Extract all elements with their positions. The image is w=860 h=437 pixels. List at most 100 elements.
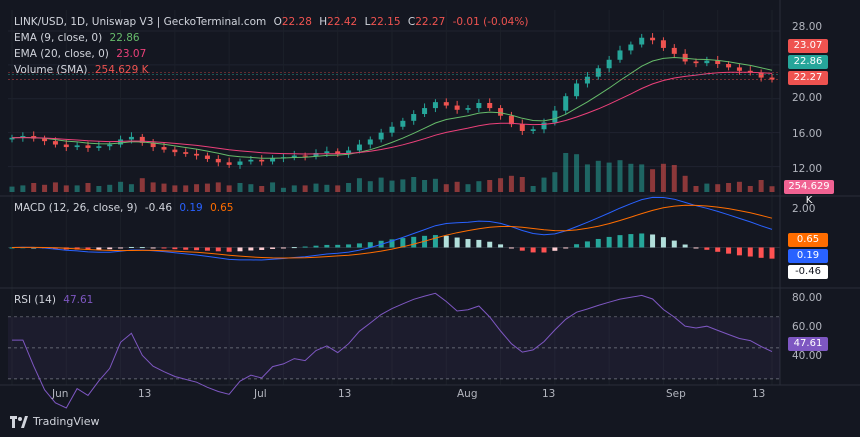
ohlc-open: O22.28 — [273, 16, 312, 28]
price-tick-label: 20.00 — [792, 92, 822, 104]
macd-histogram-bar — [335, 244, 341, 248]
volume-bar — [389, 180, 395, 192]
volume-bar — [769, 186, 775, 192]
volume-bar — [85, 183, 91, 192]
candle-body — [356, 144, 362, 151]
candle-body — [671, 47, 677, 54]
price-tick-label: 12.00 — [792, 163, 822, 175]
candle-body — [52, 141, 58, 145]
candle-body — [584, 76, 590, 84]
macd-histogram-bar — [161, 247, 167, 249]
volume-bar — [139, 178, 145, 192]
macd-signal-value: 0.65 — [210, 202, 234, 214]
candle-body — [628, 44, 634, 51]
macd-histogram-bar — [530, 247, 536, 253]
macd-pane[interactable] — [8, 196, 780, 261]
candle-body — [498, 108, 504, 116]
candle-body — [161, 147, 167, 150]
candle-body — [660, 40, 666, 48]
candle-body — [541, 122, 547, 130]
macd-histogram-bar — [194, 247, 200, 251]
macd-histogram-bar — [552, 247, 558, 251]
macd-histogram-bar — [726, 247, 732, 254]
candlesticks[interactable] — [9, 33, 775, 169]
volume-bar — [302, 185, 308, 192]
ema9-value: 22.86 — [109, 32, 140, 44]
volume-bar — [313, 183, 319, 192]
candle-body — [758, 72, 764, 78]
rsi-pane[interactable] — [8, 292, 780, 409]
ema9-legend[interactable]: EMA (9, close, 0) 22.86 — [14, 32, 144, 45]
macd-histogram-bar — [9, 247, 15, 249]
macd-histogram-bar — [313, 245, 319, 248]
ema20-legend[interactable]: EMA (20, close, 0) 23.07 — [14, 48, 150, 61]
x-tick-label: 13 — [338, 388, 351, 400]
macd-histogram-bar — [617, 235, 623, 248]
brand-name: TradingView — [33, 415, 100, 428]
volume-bar — [226, 185, 232, 192]
rsi-legend[interactable]: RSI (14) 47.61 — [14, 294, 97, 307]
volume-bar — [128, 184, 134, 192]
macd-histogram-bar — [519, 247, 525, 251]
volume-bar — [671, 165, 677, 192]
macd-histogram-bar — [226, 247, 232, 252]
macd-histogram-bar — [650, 234, 656, 248]
macd-hist-value: -0.46 — [144, 202, 172, 214]
volume-bar — [356, 178, 362, 192]
macd-histogram-bar — [639, 233, 645, 248]
volume-bar — [617, 160, 623, 192]
macd-histogram-bar — [595, 238, 601, 248]
candle-body — [736, 67, 742, 71]
axes: 28.00 20.00 16.00 12.00 2.00 80.00 60.00… — [51, 21, 822, 400]
volume-bar — [682, 175, 688, 192]
price-tick-label: 16.00 — [792, 128, 822, 140]
macd-histogram-bar — [291, 247, 297, 249]
volume-bar — [291, 185, 297, 192]
x-tick-label: 13 — [542, 388, 555, 400]
volume-bar — [248, 184, 254, 192]
candle-body — [443, 102, 449, 106]
candle-body — [215, 158, 221, 163]
x-tick-label: Aug — [457, 388, 478, 400]
x-tick-label: Jul — [253, 388, 267, 400]
candle-body — [465, 108, 471, 110]
macd-legend[interactable]: MACD (12, 26, close, 9) -0.46 0.19 0.65 — [14, 202, 237, 215]
volume-bar — [150, 182, 156, 192]
candle-body — [574, 83, 580, 97]
candle-body — [204, 155, 210, 159]
tradingview-brand[interactable]: TradingView — [10, 415, 99, 428]
macd-histogram-bar — [563, 247, 569, 249]
volume-bar — [237, 183, 243, 192]
ema20-price-badge: 23.07 — [788, 39, 828, 53]
ema9-label: EMA (9, close, 0) — [14, 32, 103, 44]
macd-histogram-bar — [715, 247, 721, 252]
macd-histogram-bar — [660, 237, 666, 248]
macd-histogram-bar — [204, 247, 210, 251]
candle-body — [519, 124, 525, 131]
candle-body — [476, 103, 482, 109]
candle-body — [9, 137, 15, 140]
price-change: -0.01 (-0.04%) — [452, 16, 529, 28]
rsi-badge: 47.61 — [788, 337, 828, 351]
candle-body — [389, 126, 395, 133]
macd-signal-badge: 0.65 — [788, 233, 828, 247]
macd-hist-badge: -0.46 — [788, 265, 828, 279]
macd-histogram-bar — [682, 244, 688, 248]
macd-signal-line — [11, 204, 773, 259]
volume-bar — [204, 183, 210, 192]
volume-bar — [270, 182, 276, 192]
volume-bar — [715, 184, 721, 192]
volume-bar — [96, 186, 102, 192]
candle-body — [302, 155, 308, 157]
ema20-line — [11, 71, 773, 155]
macd-histogram-bar — [769, 247, 775, 259]
volume-legend[interactable]: Volume (SMA) 254.629 K — [14, 64, 153, 77]
macd-histogram-bar — [574, 244, 580, 248]
volume-bar — [52, 182, 58, 192]
pair-title: LINK/USD, 1D, Uniswap V3 | GeckoTerminal… — [14, 16, 267, 28]
volume-bar — [704, 183, 710, 192]
ema9-line — [11, 56, 773, 159]
rsi-line — [12, 292, 773, 409]
volume-bar — [280, 187, 286, 192]
